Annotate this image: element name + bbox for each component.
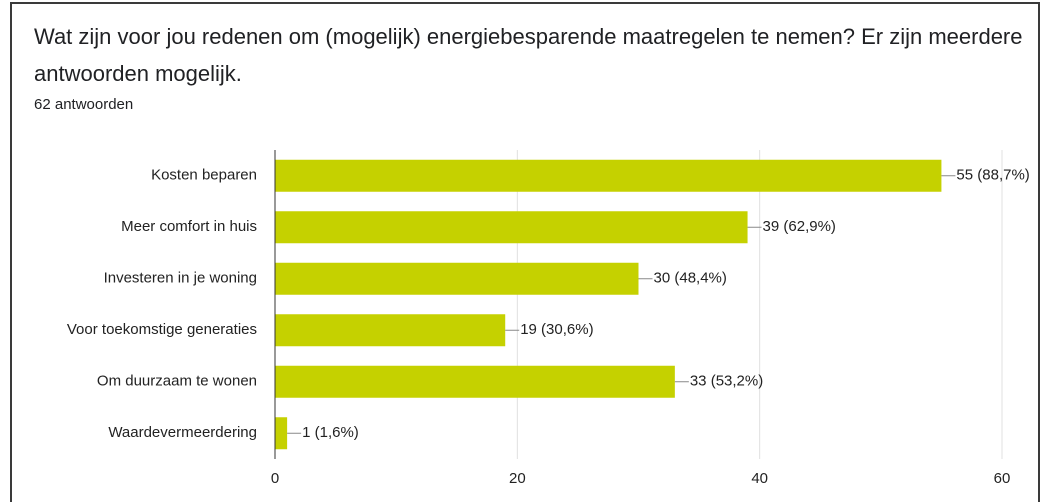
chart-subtitle: 62 antwoorden bbox=[34, 96, 134, 113]
value-label: 33 (53,2%) bbox=[690, 373, 763, 390]
x-tick-label: 20 bbox=[509, 470, 526, 487]
chart-title: Wat zijn voor jou redenen om (mogelijk) … bbox=[34, 24, 1023, 86]
card bbox=[10, 2, 1040, 502]
bar bbox=[275, 365, 675, 398]
y-tick-label: Investeren in je woning bbox=[104, 270, 257, 287]
y-tick-label: Kosten beparen bbox=[151, 167, 257, 184]
y-tick-label: Om duurzaam te wonen bbox=[97, 373, 257, 390]
bar bbox=[275, 211, 748, 244]
value-label: 19 (30,6%) bbox=[520, 321, 593, 338]
value-label: 30 (48,4%) bbox=[654, 270, 727, 287]
bar bbox=[275, 159, 942, 192]
x-tick-label: 40 bbox=[751, 470, 768, 487]
y-tick-label: Waardevermeerdering bbox=[108, 424, 257, 441]
value-label: 1 (1,6%) bbox=[302, 424, 359, 441]
value-label: 55 (88,7%) bbox=[956, 167, 1029, 184]
y-tick-label: Voor toekomstige generaties bbox=[67, 321, 257, 338]
value-label: 39 (62,9%) bbox=[763, 218, 836, 235]
y-tick-label: Meer comfort in huis bbox=[121, 218, 257, 235]
bar bbox=[275, 314, 506, 347]
x-tick-label: 0 bbox=[271, 470, 279, 487]
bar bbox=[275, 262, 639, 295]
bar bbox=[275, 417, 288, 450]
x-tick-label: 60 bbox=[994, 470, 1011, 487]
